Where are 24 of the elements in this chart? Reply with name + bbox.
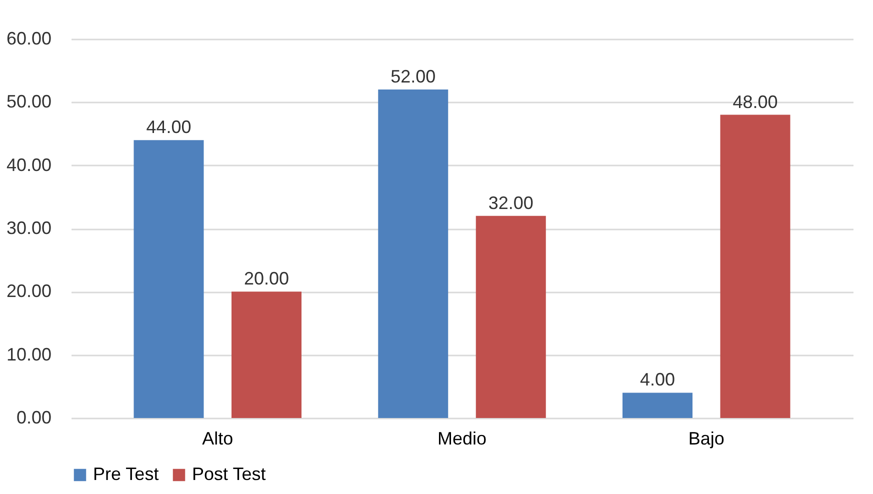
data-label: 20.00: [244, 268, 290, 289]
bar: [476, 216, 546, 418]
x-tick-label: Alto: [202, 428, 234, 448]
bar: [720, 114, 790, 418]
bar: [134, 140, 204, 418]
x-tick-label: Bajo: [688, 428, 724, 448]
data-label: 4.00: [640, 370, 676, 390]
legend-label: Pre Test: [93, 464, 159, 484]
data-label: 44.00: [146, 117, 192, 138]
bar: [232, 292, 302, 418]
y-tick-label: 10.00: [6, 344, 52, 364]
y-tick-label: 40.00: [6, 154, 52, 175]
legend-label: Post Test: [192, 464, 266, 484]
bar: [378, 90, 448, 418]
data-label: 48.00: [732, 92, 778, 112]
y-tick-label: 60.00: [6, 28, 52, 48]
x-tick-label: Medio: [437, 428, 487, 448]
bar: [622, 392, 692, 418]
data-label: 52.00: [390, 66, 436, 87]
y-tick-label: 30.00: [6, 218, 52, 238]
y-tick-label: 20.00: [6, 281, 52, 302]
y-tick-label: 0.00: [16, 408, 52, 428]
data-label: 32.00: [488, 192, 534, 213]
y-tick-label: 50.00: [6, 92, 52, 112]
